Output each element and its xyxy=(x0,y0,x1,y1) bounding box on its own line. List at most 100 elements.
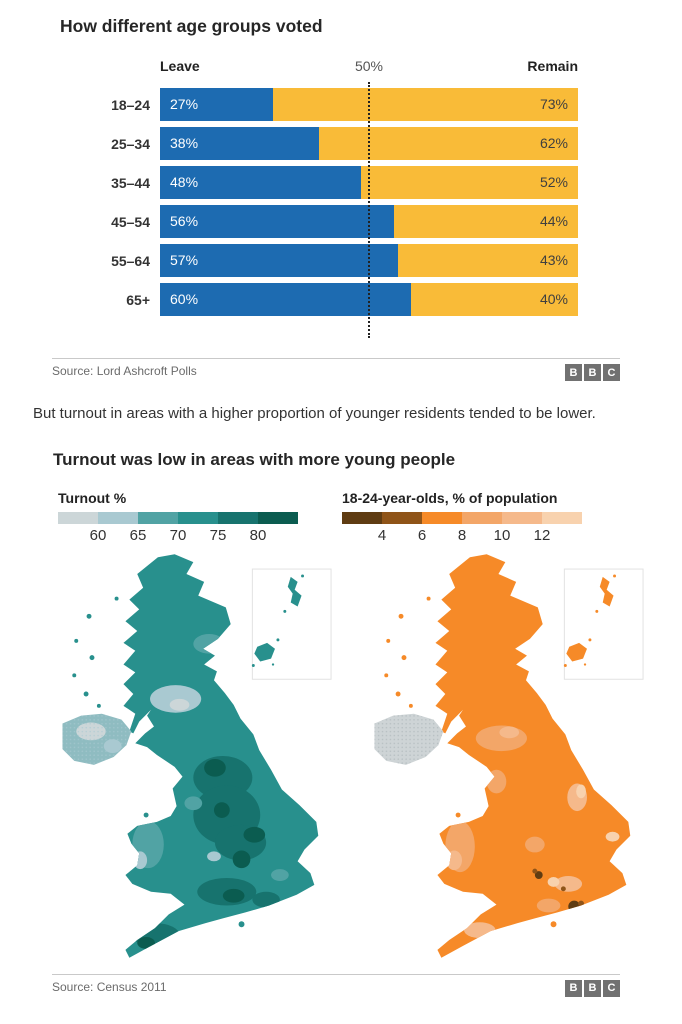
islands-inset xyxy=(251,568,332,680)
scale-swatch xyxy=(462,511,502,524)
scale-tick-label: 10 xyxy=(493,526,511,544)
remain-value: 43% xyxy=(539,252,568,268)
scale-swatch xyxy=(58,511,98,524)
ni-dot-texture xyxy=(62,713,132,765)
bar-row: 18–24 27% 73% xyxy=(0,88,682,121)
map-legends: Turnout % 60 65 70 75 80 18-24-year-olds, % … xyxy=(58,489,682,544)
leave-segment: 27% xyxy=(160,88,273,121)
young-scale-ticks: 4 6 8 10 12 xyxy=(342,524,582,544)
scale-tick-label: 60 xyxy=(89,526,107,544)
young-color-scale xyxy=(342,511,582,524)
turnout-color-scale xyxy=(58,511,298,524)
scale-tick-label: 75 xyxy=(209,526,227,544)
bar-chart: Leave Remain 50% 18–24 27% 73% 25–34 38% 62% 3… xyxy=(0,58,682,338)
remain-value: 44% xyxy=(539,213,568,229)
remain-segment: 44% xyxy=(394,205,578,238)
scale-swatch xyxy=(542,511,582,524)
age-group-label: 65+ xyxy=(126,291,150,308)
map-figure-title: Turnout was low in areas with more young… xyxy=(53,449,456,469)
fifty-percent-line xyxy=(368,82,370,338)
scale-swatch xyxy=(502,511,542,524)
remain-segment: 62% xyxy=(318,127,578,160)
leave-value: 56% xyxy=(170,213,199,229)
bar-row: 35–44 48% 52% xyxy=(0,166,682,199)
scale-tick-label: 80 xyxy=(249,526,267,544)
bar-rows: 18–24 27% 73% 25–34 38% 62% 35–44 48% 52% 45–54 56… xyxy=(0,88,682,316)
scale-tick-label: 8 xyxy=(457,526,467,544)
bbc-logo-letter: B xyxy=(565,364,582,381)
leave-value: 48% xyxy=(170,174,199,190)
age-group-label: 55–64 xyxy=(111,252,150,269)
age-group-label: 25–34 xyxy=(111,135,150,152)
bar-chart-title: How different age groups voted xyxy=(60,16,323,36)
stacked-bar: 27% 73% xyxy=(160,88,578,121)
remain-value: 62% xyxy=(539,135,568,151)
leave-segment: 48% xyxy=(160,166,361,199)
bar-chart-figure: How different age groups voted Leave Rem… xyxy=(0,16,682,381)
legend-turnout-title: Turnout % xyxy=(58,489,127,506)
scale-tick-label: 65 xyxy=(129,526,147,544)
ni-dot-texture xyxy=(374,713,444,765)
age-group-label: 45–54 xyxy=(111,213,150,230)
legend-young-population: 18-24-year-olds, % of population 4 6 8 10 12 xyxy=(342,489,582,544)
bar-row: 45–54 56% 44% xyxy=(0,205,682,238)
remain-value: 52% xyxy=(539,174,568,190)
legend-turnout: Turnout % 60 65 70 75 80 xyxy=(58,489,298,544)
leave-segment: 56% xyxy=(160,205,395,238)
scale-tick-label: 6 xyxy=(417,526,427,544)
leave-segment: 38% xyxy=(160,127,319,160)
scale-swatch xyxy=(98,511,138,524)
stacked-bar: 48% 52% xyxy=(160,166,578,199)
remain-segment: 73% xyxy=(272,88,578,121)
leave-segment: 57% xyxy=(160,244,399,277)
legend-leave-label: Leave xyxy=(160,58,200,74)
bbc-logo-letter: C xyxy=(603,364,620,381)
scale-tick-label: 70 xyxy=(169,526,187,544)
bbc-logo-letter: C xyxy=(603,979,620,997)
remain-segment: 52% xyxy=(360,166,578,199)
scale-swatch xyxy=(382,511,422,524)
scale-swatch xyxy=(422,511,462,524)
remain-segment: 40% xyxy=(410,283,578,316)
leave-segment: 60% xyxy=(160,283,411,316)
bar-chart-legend: Leave Remain xyxy=(0,58,578,76)
map-figure: Turnout was low in areas with more young… xyxy=(0,450,682,997)
bar-row: 55–64 57% 43% xyxy=(0,244,682,277)
fifty-percent-label: 50% xyxy=(354,58,384,74)
scale-tick-label: 4 xyxy=(377,526,387,544)
turnout-scale-ticks: 60 65 70 75 80 xyxy=(58,524,298,544)
article-paragraph: But turnout in areas with a higher propo… xyxy=(33,405,596,422)
stacked-bar: 57% 43% xyxy=(160,244,578,277)
remain-value: 73% xyxy=(539,96,568,112)
source-text: Source: Census 2011 xyxy=(52,979,167,994)
stacked-bar: 38% 62% xyxy=(160,127,578,160)
scale-tick-label: 12 xyxy=(533,526,551,544)
leave-value: 27% xyxy=(170,96,199,112)
remain-segment: 43% xyxy=(398,244,578,277)
leave-value: 57% xyxy=(170,252,199,268)
legend-remain-label: Remain xyxy=(527,58,578,74)
source-text: Source: Lord Ashcroft Polls xyxy=(52,364,197,378)
leave-value: 38% xyxy=(170,135,199,151)
scale-swatch xyxy=(258,511,298,524)
bar-row: 65+ 60% 40% xyxy=(0,283,682,316)
turnout-region-shading xyxy=(132,633,289,949)
remain-value: 40% xyxy=(539,291,568,307)
bbc-logo-letter: B xyxy=(565,979,582,997)
leave-value: 60% xyxy=(170,291,199,307)
maps-area xyxy=(0,546,682,966)
bar-row: 25–34 38% 62% xyxy=(0,127,682,160)
uk-map-young-population xyxy=(374,553,644,958)
legend-young-title: 18-24-year-olds, % of population xyxy=(342,489,558,506)
age-group-label: 35–44 xyxy=(111,174,150,191)
uk-map-turnout xyxy=(62,553,332,958)
age-group-label: 18–24 xyxy=(111,96,150,113)
scale-swatch xyxy=(138,511,178,524)
scale-swatch xyxy=(218,511,258,524)
bbc-logo-letter: B xyxy=(584,364,601,381)
